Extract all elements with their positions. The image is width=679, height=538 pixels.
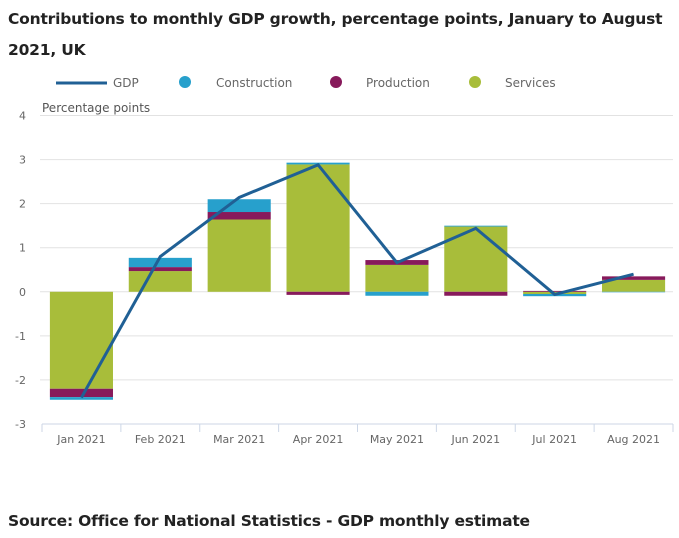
bar-construction <box>602 291 666 293</box>
legend-label-services: Services <box>505 76 556 90</box>
x-tick-label: Aug 2021 <box>607 433 660 446</box>
bar-production <box>207 212 271 220</box>
y-tick-label: -3 <box>15 418 26 431</box>
legend-label-production: Production <box>366 76 430 90</box>
gdp-line-group <box>80 163 634 399</box>
legend-label-construction: Construction <box>216 76 292 90</box>
x-tick-label: May 2021 <box>370 433 424 446</box>
y-tick-label: 0 <box>19 286 26 299</box>
bar-production <box>602 276 666 280</box>
x-tick-label: Apr 2021 <box>293 433 344 446</box>
y-tick-label: 1 <box>19 242 26 255</box>
legend: GDP Construction Production Services <box>56 76 556 90</box>
bar-services <box>128 271 192 292</box>
legend-services-swatch <box>469 76 481 88</box>
bar-services <box>602 279 666 292</box>
source-note: Source: Office for National Statistics -… <box>8 512 530 530</box>
y-tick-label: 3 <box>19 154 26 167</box>
y-axis-title: Percentage points <box>42 101 150 115</box>
x-tick-label: Mar 2021 <box>213 433 265 446</box>
bar-construction <box>207 199 271 213</box>
bar-construction <box>444 225 508 227</box>
bar-production <box>128 267 192 272</box>
y-axis: 4 3 2 1 0 -1 -2 -3 <box>15 110 26 432</box>
legend-construction-swatch <box>179 76 191 88</box>
bar-production <box>49 388 113 398</box>
x-tick-label: Jun 2021 <box>450 433 500 446</box>
y-tick-label: -1 <box>15 330 26 343</box>
gridlines <box>40 115 673 381</box>
bar-services <box>365 264 429 292</box>
bar-services <box>286 164 350 292</box>
legend-production-swatch <box>330 76 342 88</box>
y-tick-label: 2 <box>19 198 26 211</box>
chart-title: Contributions to monthly GDP growth, per… <box>8 10 663 59</box>
x-tick-label: Feb 2021 <box>135 433 186 446</box>
bar-construction <box>128 257 192 268</box>
bar-production <box>286 291 350 295</box>
x-tick-label: Jul 2021 <box>531 433 577 446</box>
legend-label-gdp: GDP <box>113 76 139 90</box>
bar-construction <box>365 291 429 296</box>
y-tick-label: -2 <box>15 374 26 387</box>
x-tick-label: Jan 2021 <box>56 433 105 446</box>
bar-construction <box>49 397 113 400</box>
chart: GDP Construction Production Services Percen… <box>15 76 674 446</box>
x-axis: Jan 2021 Feb 2021 Mar 2021 Apr 2021 May 2021… <box>41 423 674 446</box>
bar-production <box>523 290 587 292</box>
y-tick-label: 4 <box>19 110 26 123</box>
bars <box>49 162 666 400</box>
bar-services <box>207 219 271 292</box>
gdp-line <box>80 163 634 399</box>
bar-production <box>444 291 508 296</box>
bar-services <box>49 291 113 389</box>
